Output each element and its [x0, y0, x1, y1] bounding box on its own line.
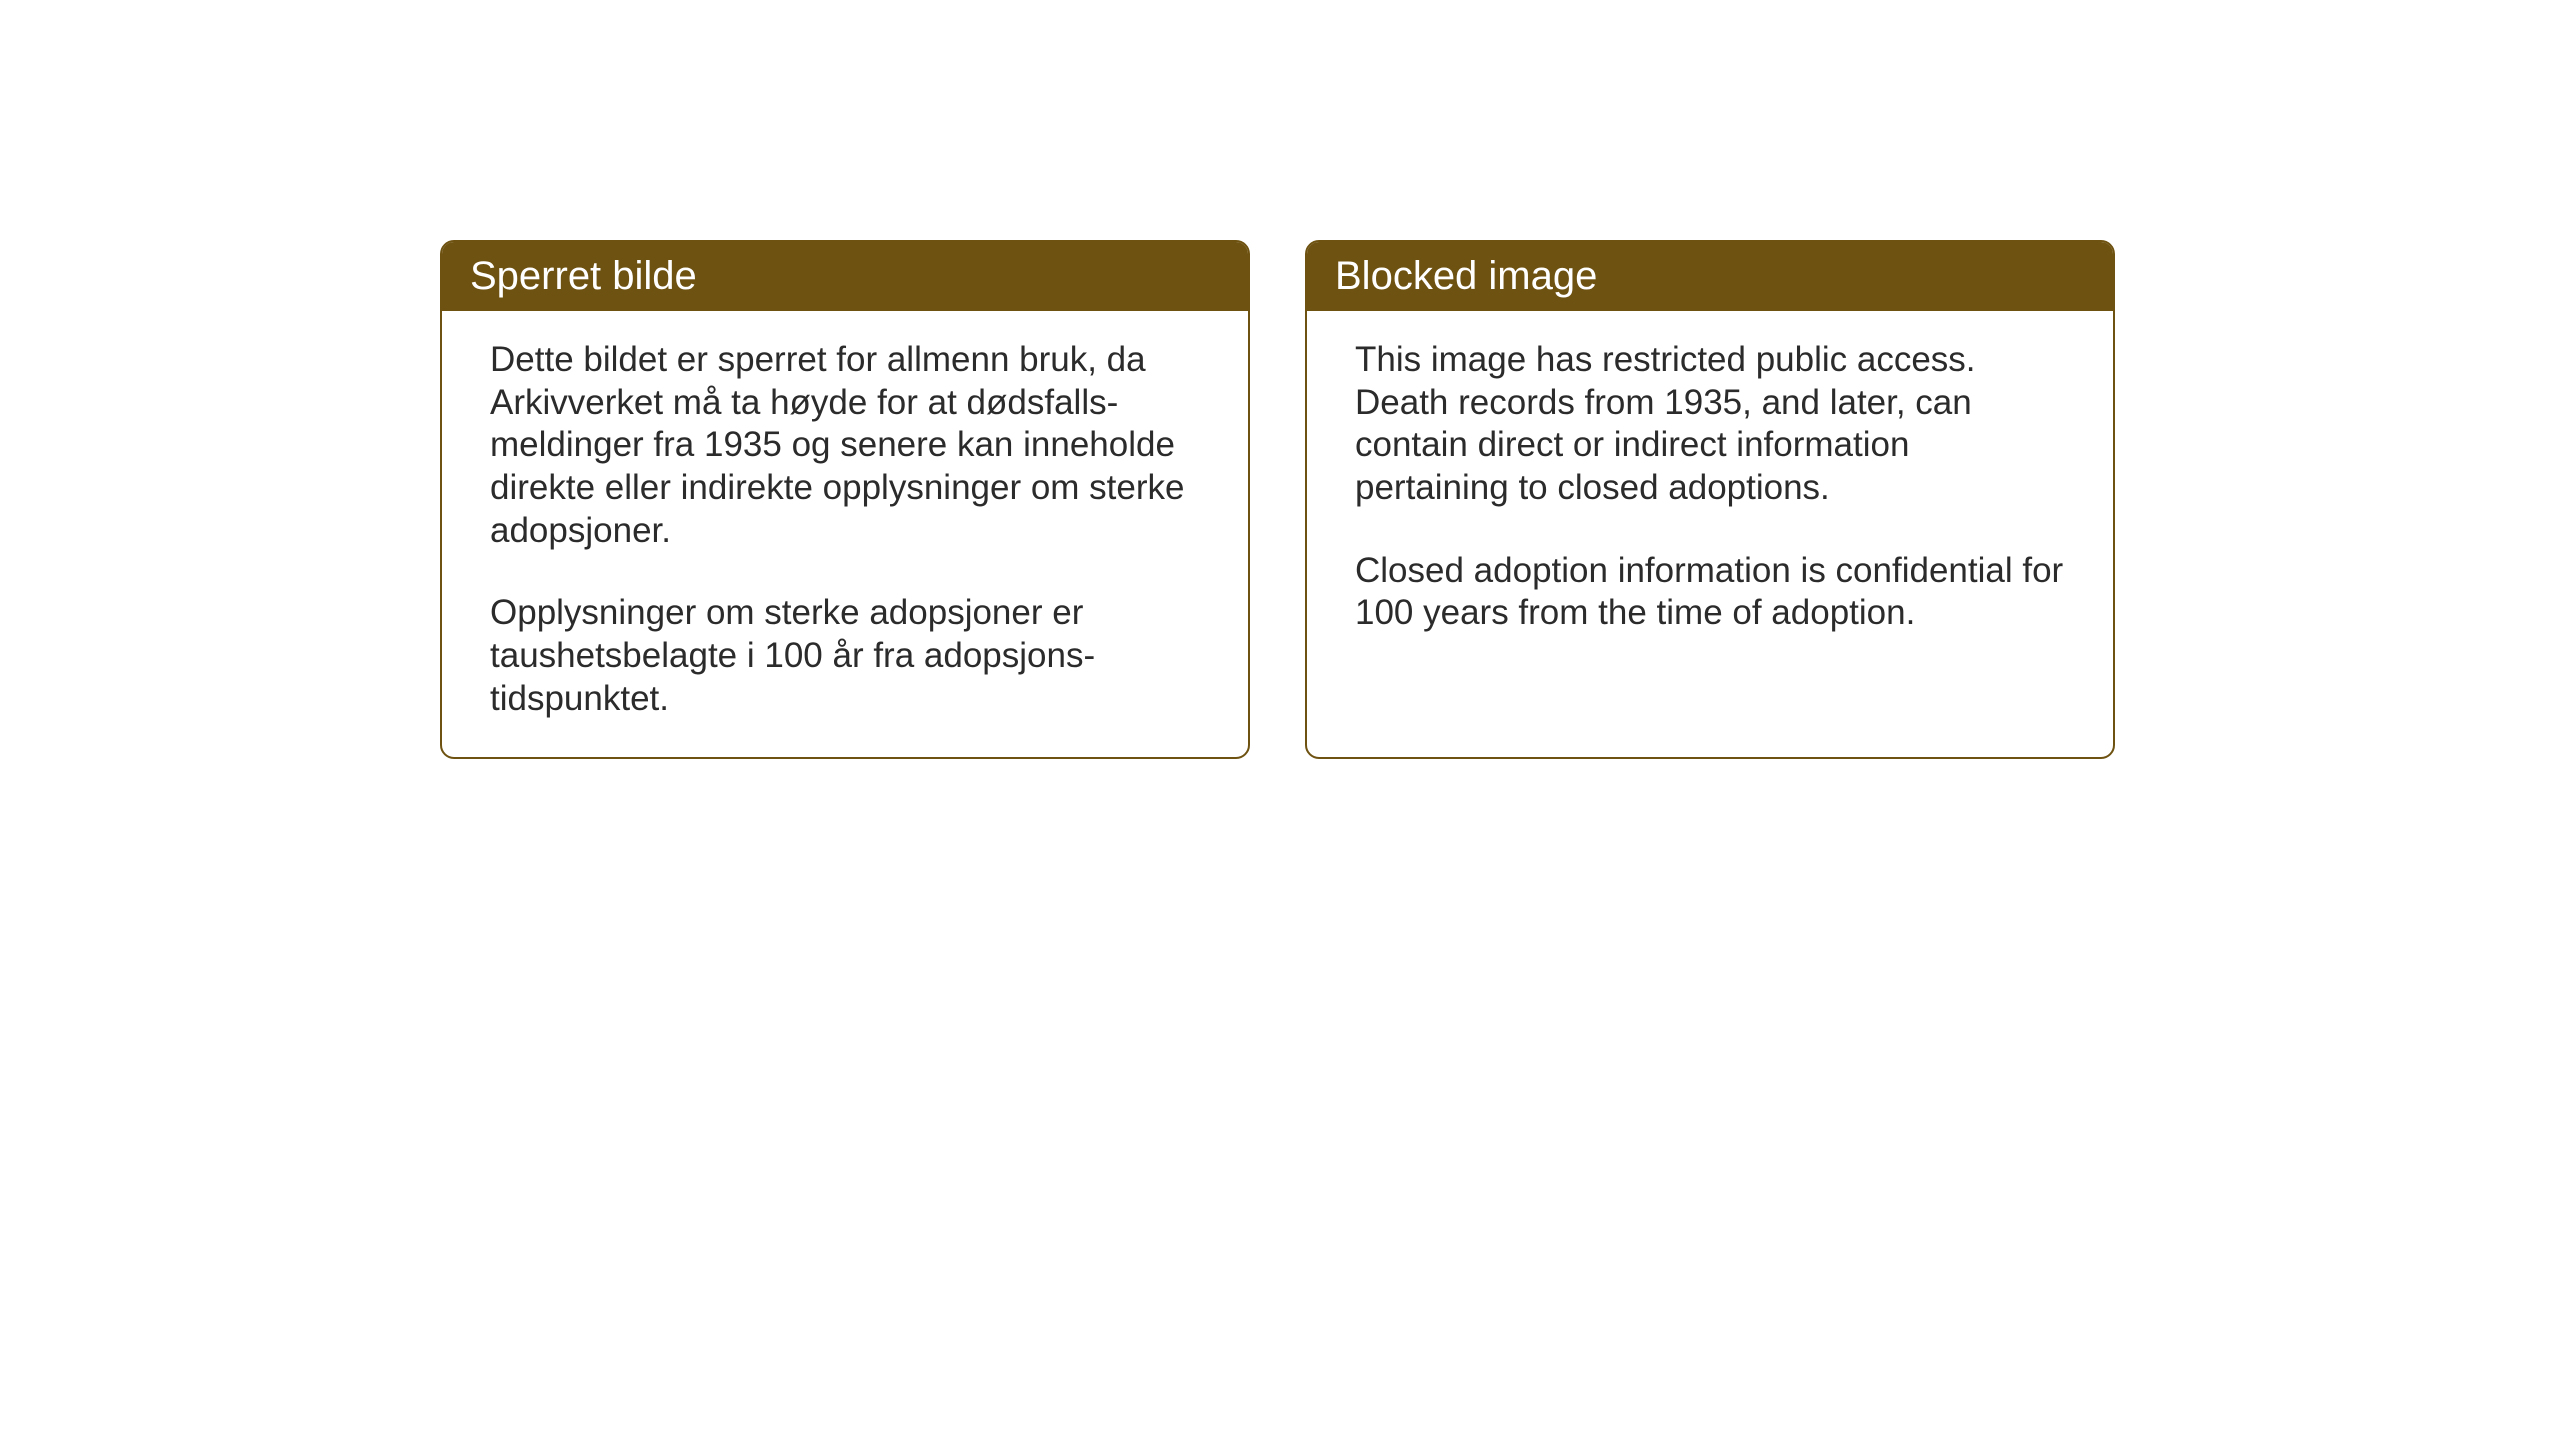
notice-container: Sperret bilde Dette bildet er sperret fo… — [440, 240, 2115, 759]
notice-paragraph-english-2: Closed adoption information is confident… — [1355, 550, 2065, 635]
notice-card-english: Blocked image This image has restricted … — [1305, 240, 2115, 759]
notice-body-norwegian: Dette bildet er sperret for allmenn bruk… — [442, 311, 1248, 757]
notice-header-norwegian: Sperret bilde — [442, 242, 1248, 311]
notice-paragraph-norwegian-2: Opplysninger om sterke adopsjoner er tau… — [490, 592, 1200, 720]
notice-title-norwegian: Sperret bilde — [470, 254, 697, 298]
notice-paragraph-norwegian-1: Dette bildet er sperret for allmenn bruk… — [490, 339, 1200, 552]
notice-title-english: Blocked image — [1335, 254, 1597, 298]
notice-body-english: This image has restricted public access.… — [1307, 311, 2113, 711]
notice-header-english: Blocked image — [1307, 242, 2113, 311]
notice-card-norwegian: Sperret bilde Dette bildet er sperret fo… — [440, 240, 1250, 759]
notice-paragraph-english-1: This image has restricted public access.… — [1355, 339, 2065, 510]
